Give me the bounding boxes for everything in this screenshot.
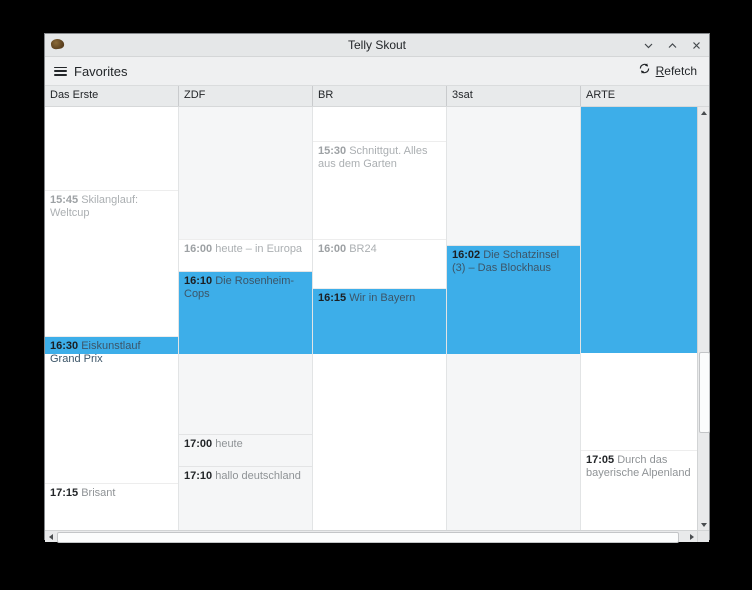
- elapsed-highlight: [45, 337, 178, 354]
- program-entry[interactable]: 17:10 hallo deutschland: [179, 466, 312, 530]
- horizontal-scrollbar[interactable]: [45, 530, 697, 543]
- program-entry[interactable]: 16:15 Wir in Bayern: [313, 288, 446, 530]
- program-label: 17:10 hallo deutschland: [184, 470, 301, 482]
- program-entry[interactable]: 17:05 Durch das bayerische Alpenland: [581, 450, 697, 530]
- channel-header[interactable]: ARTE: [586, 89, 616, 101]
- program-time: 15:30: [318, 145, 350, 157]
- elapsed-highlight: [313, 289, 446, 354]
- channel-header-row: Das Erste ZDF BR 3sat ARTE: [45, 85, 709, 107]
- channel-column: 15:45 Skilanglauf: Weltcup 16:30 Eiskunst…: [45, 107, 179, 530]
- scroll-left-arrow[interactable]: [45, 531, 56, 542]
- program-label: 16:02 Die Schatzinsel (3) – Das Blockhau…: [452, 249, 560, 274]
- program-entry[interactable]: 16:10 Die Rosenheim-Cops: [179, 271, 312, 434]
- program-entry[interactable]: 16:00 heute – in Europa: [179, 239, 312, 271]
- window-title: Telly Skout: [347, 38, 407, 52]
- channel-column: 16:00 heute – in Europa 16:10 Die Rosenhe…: [179, 107, 313, 530]
- vertical-scroll-thumb[interactable]: [699, 352, 710, 433]
- program-time: 17:15: [50, 487, 82, 499]
- program-label: 16:10 Die Rosenheim-Cops: [184, 275, 295, 300]
- app-window: Telly Skout Favorites: [44, 33, 710, 543]
- channel-column: 17:05 Durch das bayerische Alpenland: [581, 107, 697, 530]
- program-entry[interactable]: 16:02 Die Schatzinsel (3) – Das Blockhau…: [447, 245, 580, 530]
- channel-column: 16:02 Die Schatzinsel (3) – Das Blockhau…: [447, 107, 581, 530]
- program-time: 16:15: [318, 292, 350, 304]
- refetch-button[interactable]: Refetch: [635, 60, 700, 82]
- program-label: 16:00 heute – in Europa: [184, 243, 303, 255]
- scroll-right-arrow[interactable]: [686, 531, 697, 542]
- program-label: 15:45 Skilanglauf: Weltcup: [50, 194, 139, 219]
- close-button[interactable]: [689, 38, 703, 52]
- channel-header[interactable]: 3sat: [447, 86, 581, 106]
- favorites-menu-button[interactable]: Favorites: [54, 64, 127, 79]
- program-time: 17:00: [184, 438, 216, 450]
- program-entry[interactable]: 16:30 Eiskunstlauf Grand Prix: [45, 336, 178, 483]
- program-time: 17:05: [586, 454, 618, 466]
- program-entry[interactable]: [313, 107, 446, 141]
- scroll-down-arrow[interactable]: [698, 519, 709, 530]
- program-time: 17:10: [184, 470, 216, 482]
- program-entry[interactable]: 17:00 heute: [179, 434, 312, 466]
- scroll-up-arrow[interactable]: [698, 107, 709, 118]
- program-entry[interactable]: [447, 107, 580, 245]
- channel-column: 15:30 Schnittgut. Alles aus dem Garten 16…: [313, 107, 447, 530]
- close-icon: [691, 40, 702, 51]
- scrollbar-corner: [697, 530, 709, 542]
- program-entry[interactable]: [581, 107, 697, 450]
- program-label: 16:30 Eiskunstlauf Grand Prix: [50, 340, 141, 365]
- program-time: 16:10: [184, 275, 216, 287]
- favorites-label: Favorites: [74, 63, 128, 79]
- channel-header[interactable]: Das Erste: [45, 86, 179, 106]
- maximize-button[interactable]: [665, 38, 679, 52]
- program-entry[interactable]: 16:00 BR24: [313, 239, 446, 288]
- elapsed-highlight: [447, 246, 580, 354]
- program-entry[interactable]: [179, 107, 312, 239]
- program-entry[interactable]: 15:30 Schnittgut. Alles aus dem Garten: [313, 141, 446, 239]
- hamburger-icon: [54, 66, 67, 76]
- content-area: 15:45 Skilanglauf: Weltcup 16:30 Eiskunst…: [45, 107, 710, 543]
- chevron-down-icon: [643, 40, 654, 51]
- titlebar[interactable]: Telly Skout: [45, 34, 709, 57]
- channel-header[interactable]: ZDF: [179, 86, 313, 106]
- program-label: 17:00 heute: [184, 438, 243, 450]
- horizontal-scroll-thumb[interactable]: [57, 532, 679, 543]
- program-entry[interactable]: 17:15 Brisant: [45, 483, 178, 530]
- program-label: 16:15 Wir in Bayern: [318, 292, 416, 304]
- chevron-up-icon: [667, 40, 678, 51]
- channel-header[interactable]: BR: [313, 86, 447, 106]
- program-label: 17:15 Brisant: [50, 487, 116, 499]
- program-label: 15:30 Schnittgut. Alles aus dem Garten: [318, 145, 428, 170]
- elapsed-highlight: [179, 272, 312, 354]
- program-entry[interactable]: [45, 107, 178, 190]
- refresh-icon: [638, 62, 651, 80]
- elapsed-highlight: [581, 107, 697, 353]
- program-time: 15:45: [50, 194, 82, 206]
- program-label: 17:05 Durch das bayerische Alpenland: [586, 454, 691, 479]
- vertical-scrollbar[interactable]: [697, 107, 710, 530]
- program-time: 16:00: [184, 243, 216, 255]
- program-label: 16:00 BR24: [318, 243, 377, 255]
- minimize-button[interactable]: [641, 38, 655, 52]
- program-entry[interactable]: 15:45 Skilanglauf: Weltcup: [45, 190, 178, 336]
- toolbar: Favorites Refetch: [45, 57, 709, 85]
- program-time: 16:02: [452, 249, 484, 261]
- program-time: 16:00: [318, 243, 350, 255]
- program-grid: 15:45 Skilanglauf: Weltcup 16:30 Eiskunst…: [45, 107, 697, 530]
- program-time: 16:30: [50, 340, 82, 352]
- refetch-label: Refetch: [655, 64, 697, 78]
